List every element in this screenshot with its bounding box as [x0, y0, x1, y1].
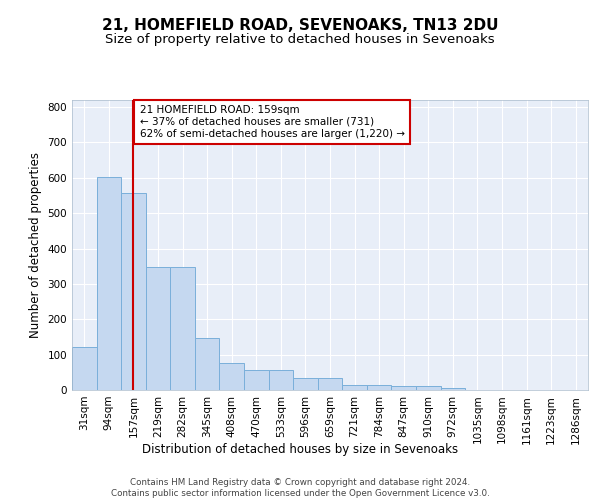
Text: 21 HOMEFIELD ROAD: 159sqm
← 37% of detached houses are smaller (731)
62% of semi: 21 HOMEFIELD ROAD: 159sqm ← 37% of detac…: [140, 106, 404, 138]
Text: Size of property relative to detached houses in Sevenoaks: Size of property relative to detached ho…: [105, 32, 495, 46]
Bar: [440, 388, 465, 390]
Bar: [244, 370, 269, 390]
Bar: [269, 370, 293, 390]
Bar: [342, 385, 367, 390]
Bar: [97, 178, 121, 390]
Y-axis label: Number of detached properties: Number of detached properties: [29, 152, 42, 338]
Bar: [220, 364, 244, 390]
Bar: [318, 378, 342, 390]
Bar: [416, 386, 440, 390]
Bar: [121, 194, 146, 390]
Bar: [195, 338, 220, 390]
Text: 21, HOMEFIELD ROAD, SEVENOAKS, TN13 2DU: 21, HOMEFIELD ROAD, SEVENOAKS, TN13 2DU: [102, 18, 498, 32]
Text: Distribution of detached houses by size in Sevenoaks: Distribution of detached houses by size …: [142, 442, 458, 456]
Bar: [293, 378, 318, 390]
Bar: [146, 267, 170, 390]
Text: Contains HM Land Registry data © Crown copyright and database right 2024.
Contai: Contains HM Land Registry data © Crown c…: [110, 478, 490, 498]
Bar: [72, 347, 97, 390]
Bar: [170, 267, 195, 390]
Bar: [391, 386, 416, 390]
Bar: [367, 385, 391, 390]
